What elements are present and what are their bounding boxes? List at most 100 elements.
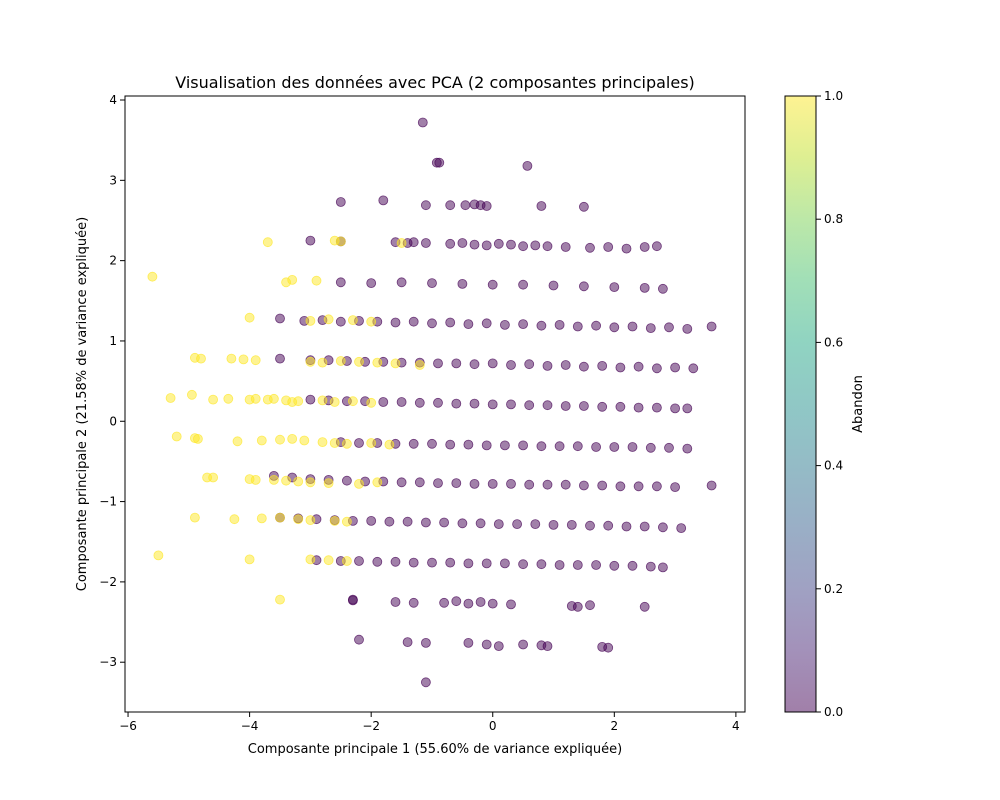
point-abandon-0 <box>402 516 413 527</box>
point-abandon-0 <box>463 598 474 609</box>
point-abandon-0 <box>518 319 528 330</box>
point-abandon-1 <box>372 357 383 368</box>
x-axis-label: Composante principale 1 (55.60% de varia… <box>248 742 622 757</box>
point-abandon-0 <box>633 481 644 492</box>
x-tick-label: 4 <box>732 719 740 733</box>
point-abandon-0 <box>645 323 656 334</box>
point-abandon-1 <box>347 315 358 326</box>
point-abandon-1 <box>293 396 304 407</box>
point-abandon-0 <box>566 520 577 530</box>
point-abandon-0 <box>627 560 638 571</box>
colorbar-tick-label: 0.2 <box>824 582 843 596</box>
point-abandon-0 <box>621 521 632 532</box>
point-abandon-1 <box>366 397 377 408</box>
point-abandon-0 <box>621 243 632 254</box>
point-abandon-0 <box>469 398 480 409</box>
point-abandon-0 <box>445 557 456 568</box>
point-abandon-0 <box>522 160 533 171</box>
point-abandon-1 <box>196 353 206 364</box>
point-abandon-0 <box>518 241 528 252</box>
point-abandon-0 <box>506 360 516 370</box>
point-abandon-0 <box>706 480 717 491</box>
point-abandon-1 <box>341 556 352 566</box>
point-abandon-0 <box>548 520 559 530</box>
point-abandon-1 <box>250 393 261 404</box>
point-abandon-1 <box>262 237 273 248</box>
point-abandon-1 <box>323 555 334 566</box>
point-abandon-1 <box>268 474 279 485</box>
point-abandon-0 <box>609 442 620 452</box>
point-abandon-1 <box>171 431 182 442</box>
point-abandon-0 <box>603 242 614 252</box>
point-abandon-0 <box>518 639 528 650</box>
point-abandon-1 <box>305 356 316 367</box>
point-abandon-0 <box>481 318 492 329</box>
point-abandon-0 <box>670 362 680 373</box>
point-abandon-1 <box>186 389 197 400</box>
point-abandon-0 <box>579 480 589 491</box>
point-abandon-0 <box>536 441 547 452</box>
point-abandon-0 <box>591 320 601 331</box>
point-abandon-1 <box>229 514 240 525</box>
point-abandon-0 <box>408 597 419 608</box>
point-abandon-1 <box>165 393 176 403</box>
point-abandon-0 <box>506 239 516 250</box>
point-abandon-0 <box>706 321 717 332</box>
point-abandon-0 <box>585 520 595 531</box>
point-abandon-0 <box>554 441 565 452</box>
point-abandon-0 <box>481 240 492 251</box>
point-abandon-0 <box>560 242 571 252</box>
point-abandon-0 <box>639 521 650 532</box>
point-abandon-0 <box>469 359 480 370</box>
point-abandon-0 <box>481 639 492 650</box>
point-abandon-1 <box>275 512 285 523</box>
point-abandon-0 <box>408 316 419 327</box>
point-abandon-0 <box>396 477 407 488</box>
point-abandon-1 <box>287 433 298 444</box>
point-abandon-1 <box>341 516 352 527</box>
point-abandon-1 <box>317 395 328 406</box>
point-abandon-0 <box>445 439 456 450</box>
point-abandon-0 <box>572 560 583 570</box>
point-abandon-0 <box>427 278 437 289</box>
point-abandon-0 <box>548 280 559 291</box>
point-abandon-0 <box>524 400 535 411</box>
point-abandon-1 <box>366 438 377 448</box>
point-abandon-0 <box>275 313 285 324</box>
point-abandon-0 <box>542 360 553 371</box>
point-abandon-0 <box>597 401 608 412</box>
point-abandon-0 <box>487 358 498 369</box>
point-abandon-0 <box>664 442 674 453</box>
point-abandon-0 <box>554 319 565 330</box>
point-abandon-0 <box>457 278 468 289</box>
point-abandon-0 <box>408 438 419 449</box>
point-abandon-1 <box>244 312 255 323</box>
point-abandon-1 <box>244 554 255 565</box>
point-abandon-0 <box>420 677 431 688</box>
point-abandon-1 <box>396 238 407 248</box>
point-abandon-0 <box>457 238 468 248</box>
point-abandon-0 <box>560 401 571 411</box>
point-abandon-0 <box>536 559 547 570</box>
point-abandon-0 <box>603 520 614 531</box>
y-tick-label: 3 <box>109 173 117 187</box>
y-tick-label: 0 <box>109 414 117 428</box>
point-abandon-0 <box>433 478 443 489</box>
point-abandon-0 <box>652 363 662 374</box>
point-abandon-0 <box>572 441 583 452</box>
point-abandon-0 <box>414 397 425 408</box>
x-tick-label: 0 <box>489 719 497 733</box>
point-abandon-1 <box>323 478 334 489</box>
point-abandon-1 <box>414 360 425 370</box>
point-abandon-0 <box>524 479 535 490</box>
point-abandon-1 <box>311 275 322 286</box>
point-abandon-0 <box>390 556 401 567</box>
point-abandon-0 <box>530 519 541 529</box>
point-abandon-0 <box>354 556 364 566</box>
point-abandon-0 <box>402 637 413 647</box>
point-abandon-0 <box>579 401 589 411</box>
point-abandon-0 <box>499 440 510 451</box>
point-abandon-0 <box>560 479 571 490</box>
point-abandon-0 <box>487 478 498 489</box>
